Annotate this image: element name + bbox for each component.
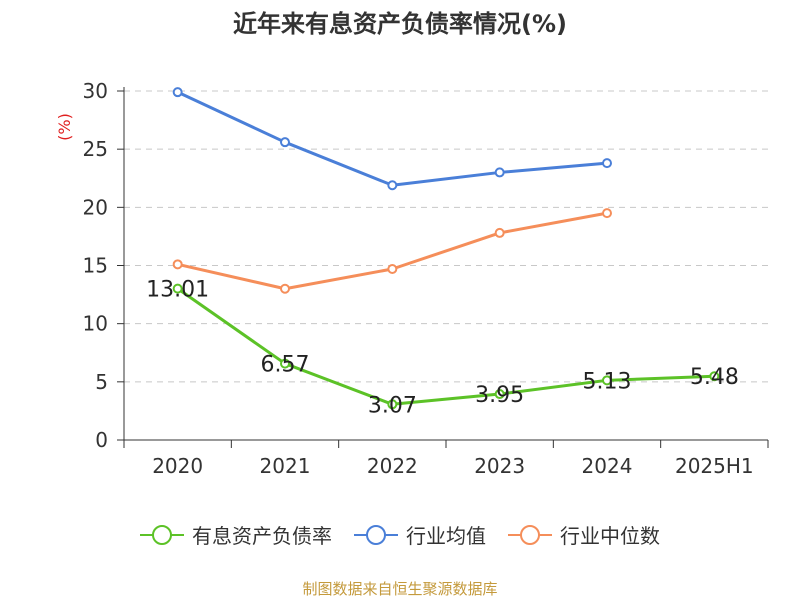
source-note: 制图数据来自恒生聚源数据库 <box>302 580 498 598</box>
legend-marker <box>520 524 540 545</box>
data-point <box>494 389 505 400</box>
legend-item[interactable]: 有息资产负债率 <box>140 520 332 549</box>
data-point <box>172 87 183 98</box>
legend-swatch <box>354 524 398 545</box>
x-tick-label: 2022 <box>367 454 418 478</box>
data-point <box>602 158 612 169</box>
data-point <box>387 399 398 410</box>
data-point <box>172 259 183 270</box>
data-point <box>602 208 612 219</box>
data-point <box>494 227 505 238</box>
x-tick-label: 2024 <box>582 454 633 478</box>
data-point <box>387 180 398 191</box>
series-line <box>176 287 715 406</box>
y-tick-label: 20 <box>83 195 108 219</box>
data-point <box>494 167 505 178</box>
series-line <box>177 90 608 187</box>
data-label: 13.01 <box>146 278 209 303</box>
data-point <box>602 375 612 386</box>
x-tick-label: 2021 <box>260 454 311 478</box>
data-label: 3.07 <box>368 393 417 418</box>
legend-item[interactable]: 行业均值 <box>354 520 486 549</box>
data-label: 5.13 <box>583 369 632 394</box>
legend-swatch <box>508 524 552 545</box>
y-axis-label: (%) <box>55 113 74 141</box>
legend-marker <box>152 524 172 545</box>
y-tick-label: 5 <box>95 370 108 394</box>
legend-label: 有息资产负债率 <box>192 524 332 548</box>
data-point <box>280 137 290 148</box>
data-point <box>280 358 290 369</box>
legend-label: 行业中位数 <box>560 524 660 548</box>
chart-title: 近年来有息资产负债率情况(%) <box>233 10 567 38</box>
data-point <box>387 263 398 274</box>
x-tick-label: 2025H1 <box>675 454 754 478</box>
data-label: 6.57 <box>261 353 310 378</box>
data-label: 5.48 <box>690 365 739 390</box>
legend-label: 行业均值 <box>406 524 486 548</box>
y-tick-label: 15 <box>83 254 108 278</box>
legend-item[interactable]: 行业中位数 <box>508 520 660 549</box>
y-tick-label: 25 <box>83 137 108 161</box>
data-point <box>280 283 290 294</box>
legend-swatch <box>140 524 184 545</box>
y-tick-label: 10 <box>83 312 108 336</box>
data-label: 3.95 <box>475 383 524 408</box>
y-tick-label: 30 <box>83 79 108 103</box>
chart-legend: 有息资产负债率 行业均值 行业中位数 <box>0 520 800 549</box>
legend-marker <box>366 524 386 545</box>
x-tick-label: 2023 <box>474 454 525 478</box>
data-point <box>172 283 183 294</box>
series-line <box>177 211 608 291</box>
data-point <box>709 371 720 382</box>
x-tick-label: 2020 <box>152 454 203 478</box>
y-tick-label: 0 <box>95 428 108 452</box>
